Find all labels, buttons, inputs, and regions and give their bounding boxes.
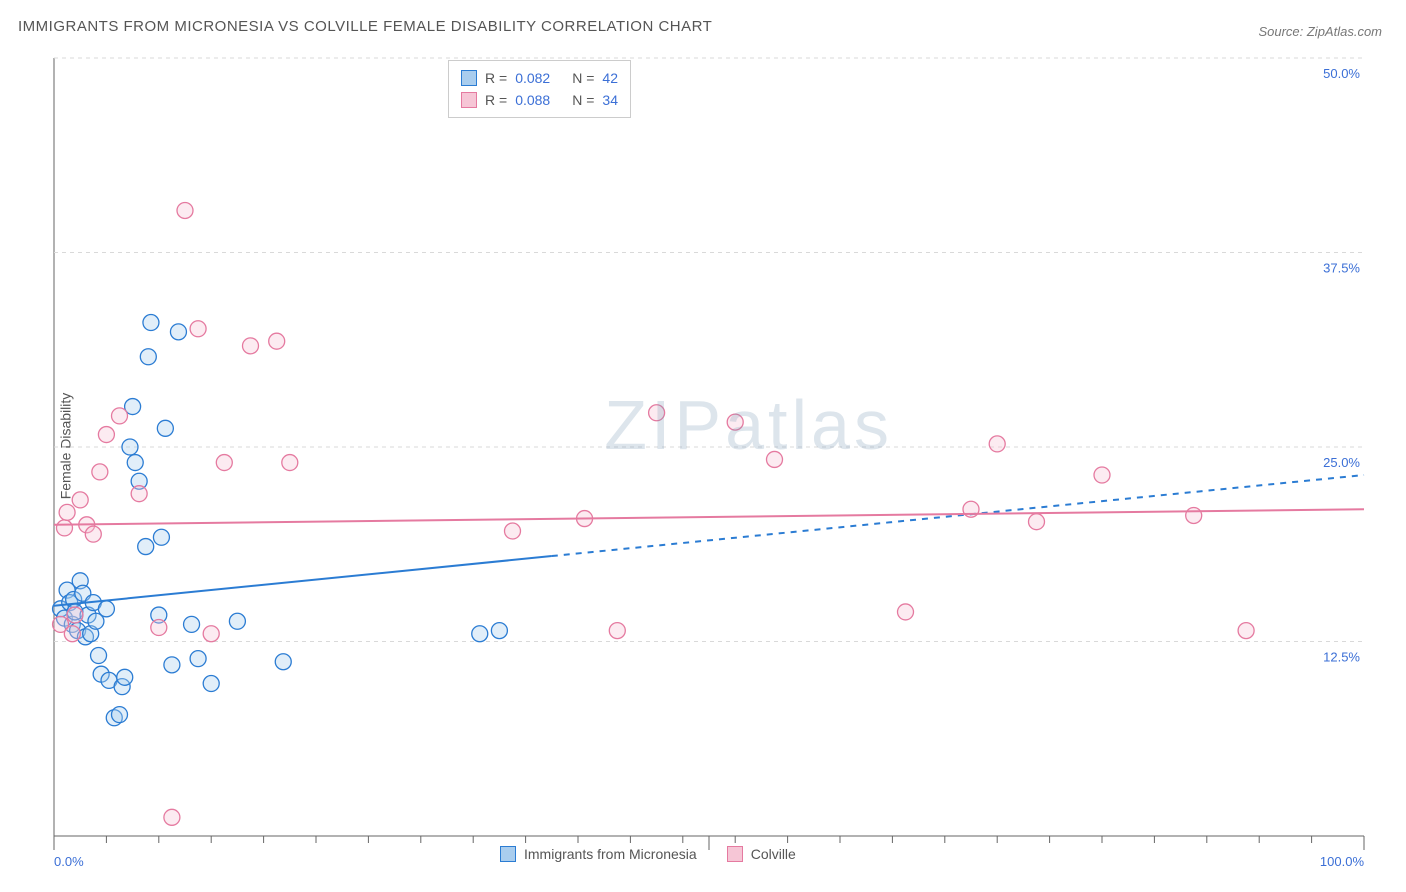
x-axis-min-label: 0.0% — [54, 854, 84, 869]
legend-series-item: Immigrants from Micronesia — [500, 846, 697, 862]
legend-series-label: Colville — [751, 846, 796, 862]
svg-text:12.5%: 12.5% — [1323, 650, 1360, 665]
svg-text:37.5%: 37.5% — [1323, 261, 1360, 276]
legend-swatch — [461, 70, 477, 86]
svg-text:25.0%: 25.0% — [1323, 455, 1360, 470]
svg-text:50.0%: 50.0% — [1323, 66, 1360, 81]
legend-correlation-row: R = 0.088 N = 34 — [461, 89, 618, 111]
r-label: R = — [485, 89, 507, 111]
r-label: R = — [485, 67, 507, 89]
series-legend: Immigrants from Micronesia Colville — [500, 846, 796, 862]
correlation-legend: R = 0.082 N = 42 R = 0.088 N = 34 — [448, 60, 631, 118]
n-label: N = — [572, 67, 594, 89]
n-label: N = — [572, 89, 594, 111]
legend-series-label: Immigrants from Micronesia — [524, 846, 697, 862]
n-value: 34 — [602, 89, 618, 111]
r-value: 0.088 — [515, 89, 550, 111]
legend-swatch — [461, 92, 477, 108]
legend-correlation-row: R = 0.082 N = 42 — [461, 67, 618, 89]
x-axis-max-label: 100.0% — [1320, 854, 1364, 869]
n-value: 42 — [602, 67, 618, 89]
r-value: 0.082 — [515, 67, 550, 89]
scatter-chart: 12.5% 25.0% 37.5% 50.0% — [0, 0, 1406, 892]
legend-swatch — [500, 846, 516, 862]
legend-series-item: Colville — [727, 846, 796, 862]
legend-swatch — [727, 846, 743, 862]
